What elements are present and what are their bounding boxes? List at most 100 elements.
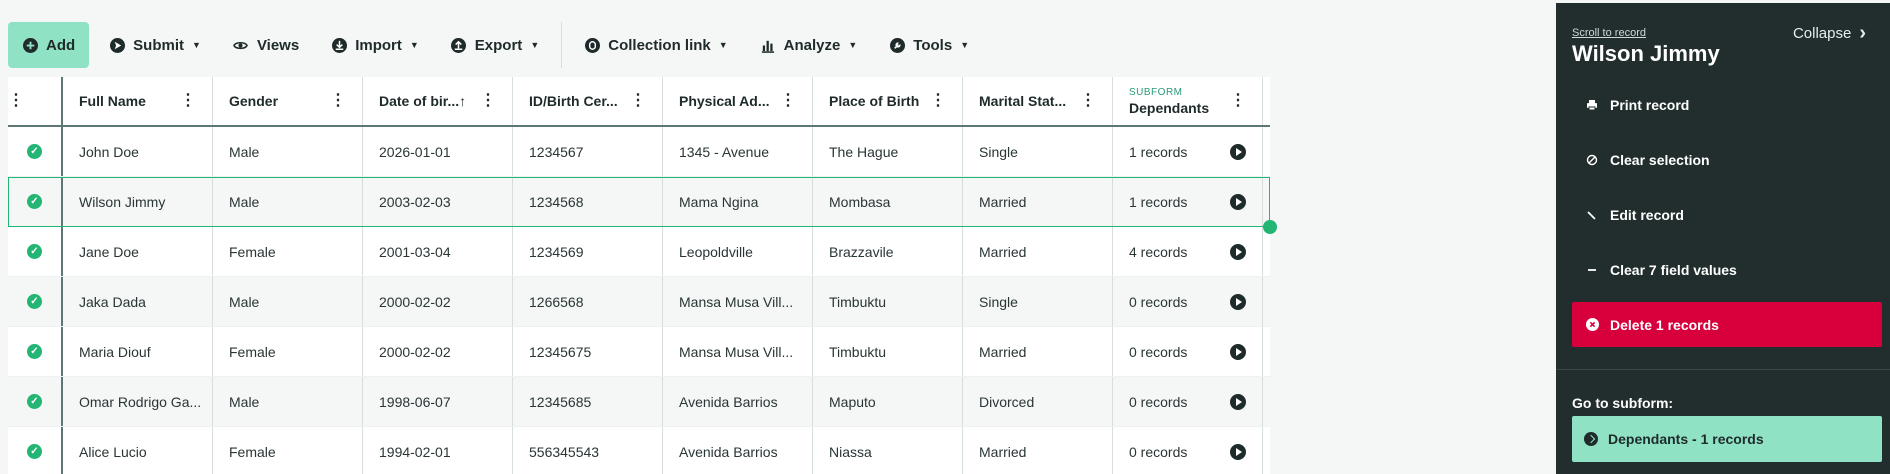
kebab-icon[interactable]: ⋮: [330, 92, 346, 109]
tools-button[interactable]: Tools ▼: [873, 22, 985, 68]
table-cell[interactable]: Married: [963, 327, 1113, 376]
table-row[interactable]: ✓ Wilson Jimmy Male 2003-02-03 1234568 M…: [8, 177, 1270, 227]
fill-handle[interactable]: [1263, 220, 1277, 234]
table-cell[interactable]: 1234569: [513, 227, 663, 276]
table-cell[interactable]: 2001-03-04: [363, 227, 513, 276]
clear-field-values-button[interactable]: Clear 7 field values: [1572, 247, 1882, 292]
table-cell[interactable]: Leopoldville: [663, 227, 813, 276]
table-cell[interactable]: Jane Doe: [63, 227, 213, 276]
export-button[interactable]: Export ▼: [435, 22, 555, 68]
play-icon[interactable]: [1230, 444, 1246, 460]
table-cell[interactable]: Female: [213, 227, 363, 276]
table-cell[interactable]: Brazzavile: [813, 227, 963, 276]
delete-records-button[interactable]: Delete 1 records: [1572, 302, 1882, 347]
table-cell[interactable]: Married: [963, 427, 1113, 474]
table-cell[interactable]: Mombasa: [813, 177, 963, 226]
table-cell[interactable]: Married: [963, 227, 1113, 276]
table-cell[interactable]: Alice Lucio: [63, 427, 213, 474]
table-cell[interactable]: Female: [213, 327, 363, 376]
print-record-button[interactable]: Print record: [1572, 82, 1882, 127]
table-cell[interactable]: 1266568: [513, 277, 663, 326]
goto-dependants-button[interactable]: Dependants - 1 records: [1572, 416, 1882, 462]
column-header[interactable]: Place of Birth ⋮: [813, 77, 963, 125]
subform-cell[interactable]: 0 records: [1113, 327, 1263, 376]
table-cell[interactable]: Mansa Musa Vill...: [663, 277, 813, 326]
table-cell[interactable]: 2000-02-02: [363, 327, 513, 376]
table-cell[interactable]: Maputo: [813, 377, 963, 426]
table-cell[interactable]: Single: [963, 127, 1113, 176]
column-header[interactable]: SUBFORM Dependants ⋮: [1113, 77, 1263, 125]
clear-selection-button[interactable]: Clear selection: [1572, 137, 1882, 182]
kebab-icon[interactable]: ⋮: [480, 92, 496, 109]
subform-cell[interactable]: 1 records: [1113, 127, 1263, 176]
subform-cell[interactable]: 0 records: [1113, 377, 1263, 426]
kebab-icon[interactable]: ⋮: [1230, 92, 1246, 109]
table-cell[interactable]: Male: [213, 377, 363, 426]
table-cell[interactable]: Jaka Dada: [63, 277, 213, 326]
add-button[interactable]: Add: [8, 22, 90, 68]
table-cell[interactable]: 12345675: [513, 327, 663, 376]
kebab-icon[interactable]: ⋮: [630, 92, 646, 109]
scroll-to-record-link[interactable]: Scroll to record: [1572, 27, 1646, 39]
kebab-icon[interactable]: ⋮: [780, 92, 796, 109]
play-icon[interactable]: [1230, 194, 1246, 210]
subform-cell[interactable]: 0 records: [1113, 427, 1263, 474]
table-row[interactable]: ✓ Maria Diouf Female 2000-02-02 12345675…: [8, 327, 1270, 377]
collapse-button[interactable]: Collapse ›: [1793, 22, 1866, 45]
kebab-icon[interactable]: ⋮: [8, 92, 24, 109]
subform-cell[interactable]: 1 records: [1113, 177, 1263, 226]
table-cell[interactable]: Niassa: [813, 427, 963, 474]
table-cell[interactable]: John Doe: [63, 127, 213, 176]
table-cell[interactable]: 1345 - Avenue: [663, 127, 813, 176]
subform-cell[interactable]: 0 records: [1113, 277, 1263, 326]
table-cell[interactable]: 1998-06-07: [363, 377, 513, 426]
subform-cell[interactable]: 4 records: [1113, 227, 1263, 276]
views-button[interactable]: Views: [217, 22, 315, 68]
table-cell[interactable]: Male: [213, 177, 363, 226]
column-header[interactable]: Marital Stat... ⋮: [963, 77, 1113, 125]
analyze-button[interactable]: Analyze ▼: [744, 22, 874, 68]
table-cell[interactable]: 1994-02-01: [363, 427, 513, 474]
submit-button[interactable]: Submit ▼: [93, 22, 217, 68]
table-cell[interactable]: 2003-02-03: [363, 177, 513, 226]
table-cell[interactable]: Mama Ngina: [663, 177, 813, 226]
table-row[interactable]: ✓ John Doe Male 2026-01-01 1234567 1345 …: [8, 127, 1270, 177]
table-cell[interactable]: Divorced: [963, 377, 1113, 426]
header-menu[interactable]: ⋮: [8, 77, 63, 125]
table-row[interactable]: ✓ Omar Rodrigo Ga... Male 1998-06-07 123…: [8, 377, 1270, 427]
column-header[interactable]: ID/Birth Cer... ⋮: [513, 77, 663, 125]
play-icon[interactable]: [1230, 344, 1246, 360]
edit-record-button[interactable]: Edit record: [1572, 192, 1882, 237]
column-header[interactable]: Full Name ⋮: [63, 77, 213, 125]
table-cell[interactable]: Timbuktu: [813, 277, 963, 326]
kebab-icon[interactable]: ⋮: [1080, 92, 1096, 109]
table-cell[interactable]: 1234568: [513, 177, 663, 226]
table-cell[interactable]: Single: [963, 277, 1113, 326]
table-cell[interactable]: Maria Diouf: [63, 327, 213, 376]
table-cell[interactable]: 1234567: [513, 127, 663, 176]
import-button[interactable]: Import ▼: [315, 22, 435, 68]
play-icon[interactable]: [1230, 294, 1246, 310]
table-cell[interactable]: 2000-02-02: [363, 277, 513, 326]
table-cell[interactable]: 2026-01-01: [363, 127, 513, 176]
table-cell[interactable]: Mansa Musa Vill...: [663, 327, 813, 376]
table-cell[interactable]: Male: [213, 277, 363, 326]
table-cell[interactable]: Timbuktu: [813, 327, 963, 376]
column-header[interactable]: Date of bir...↑ ⋮: [363, 77, 513, 125]
table-cell[interactable]: Married: [963, 177, 1113, 226]
table-cell[interactable]: The Hague: [813, 127, 963, 176]
column-header[interactable]: Physical Ad... ⋮: [663, 77, 813, 125]
collection-link-button[interactable]: Collection link ▼: [568, 22, 743, 68]
table-cell[interactable]: Male: [213, 127, 363, 176]
table-cell[interactable]: Female: [213, 427, 363, 474]
table-cell[interactable]: 12345685: [513, 377, 663, 426]
table-cell[interactable]: Avenida Barrios: [663, 427, 813, 474]
kebab-icon[interactable]: ⋮: [930, 92, 946, 109]
play-icon[interactable]: [1230, 244, 1246, 260]
table-cell[interactable]: Avenida Barrios: [663, 377, 813, 426]
column-header[interactable]: Gender ⋮: [213, 77, 363, 125]
table-cell[interactable]: Omar Rodrigo Ga...: [63, 377, 213, 426]
table-row[interactable]: ✓ Alice Lucio Female 1994-02-01 55634554…: [8, 427, 1270, 474]
table-cell[interactable]: 556345543: [513, 427, 663, 474]
table-cell[interactable]: Wilson Jimmy: [63, 177, 213, 226]
